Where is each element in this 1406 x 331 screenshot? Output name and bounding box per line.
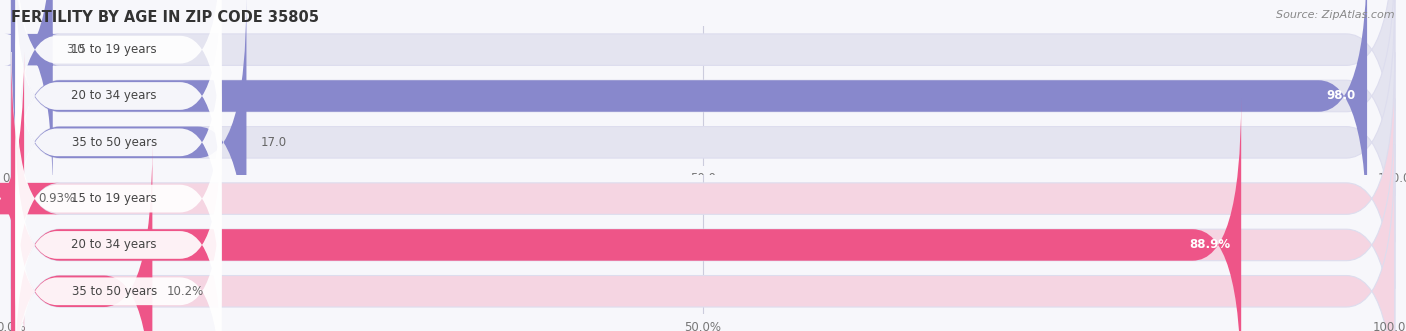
Text: 15 to 19 years: 15 to 19 years	[72, 192, 157, 205]
Text: Source: ZipAtlas.com: Source: ZipAtlas.com	[1277, 10, 1395, 20]
FancyBboxPatch shape	[11, 0, 1395, 242]
FancyBboxPatch shape	[15, 17, 222, 267]
FancyBboxPatch shape	[15, 73, 222, 324]
Text: 35 to 50 years: 35 to 50 years	[72, 136, 157, 149]
FancyBboxPatch shape	[15, 0, 222, 175]
FancyBboxPatch shape	[11, 145, 1395, 331]
FancyBboxPatch shape	[15, 166, 222, 331]
Text: 0.93%: 0.93%	[38, 192, 75, 205]
FancyBboxPatch shape	[15, 0, 222, 221]
FancyBboxPatch shape	[0, 52, 59, 331]
FancyBboxPatch shape	[4, 0, 59, 196]
Text: 35 to 50 years: 35 to 50 years	[72, 285, 157, 298]
Text: 20 to 34 years: 20 to 34 years	[72, 238, 157, 252]
FancyBboxPatch shape	[11, 145, 152, 331]
FancyBboxPatch shape	[11, 0, 246, 289]
Text: 20 to 34 years: 20 to 34 years	[72, 89, 157, 103]
FancyBboxPatch shape	[11, 0, 1395, 289]
Text: 10.2%: 10.2%	[166, 285, 204, 298]
Text: 98.0: 98.0	[1327, 89, 1355, 103]
Text: 88.9%: 88.9%	[1189, 238, 1230, 252]
FancyBboxPatch shape	[11, 0, 1395, 196]
Text: FERTILITY BY AGE IN ZIP CODE 35805: FERTILITY BY AGE IN ZIP CODE 35805	[11, 10, 319, 25]
Text: 15 to 19 years: 15 to 19 years	[72, 43, 157, 56]
FancyBboxPatch shape	[15, 120, 222, 331]
FancyBboxPatch shape	[11, 99, 1395, 331]
Text: 3.0: 3.0	[66, 43, 86, 56]
Text: 17.0: 17.0	[260, 136, 287, 149]
FancyBboxPatch shape	[11, 52, 1395, 331]
FancyBboxPatch shape	[11, 99, 1241, 331]
FancyBboxPatch shape	[11, 0, 1367, 242]
